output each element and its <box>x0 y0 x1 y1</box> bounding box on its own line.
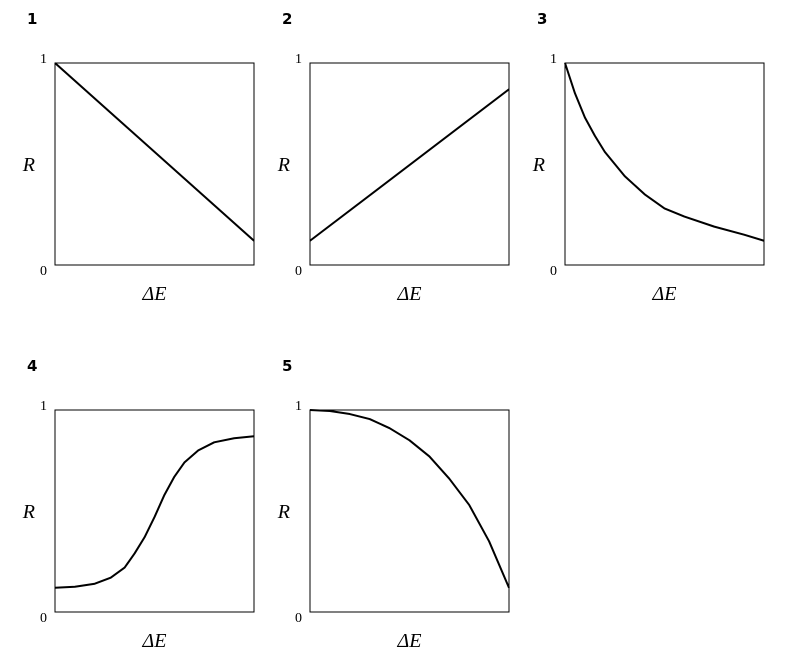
y-tick-label: 0 <box>40 611 47 626</box>
plot-frame <box>54 62 255 266</box>
panel-number: 2 <box>282 10 292 28</box>
panel-number: 3 <box>537 10 547 28</box>
y-axis-label: R <box>277 501 290 523</box>
y-tick-label: 0 <box>295 611 302 626</box>
plot-frame <box>309 409 510 613</box>
panel-number: 5 <box>282 357 292 375</box>
panel-number: 1 <box>27 10 37 28</box>
y-tick-label: 1 <box>295 52 302 67</box>
panel-number: 4 <box>27 357 37 375</box>
y-tick-label: 1 <box>40 52 47 67</box>
y-axis-label: R <box>277 154 290 176</box>
y-axis-label: R <box>22 154 35 176</box>
curve <box>54 435 255 589</box>
y-tick-label: 1 <box>40 399 47 414</box>
y-tick-label: 1 <box>550 52 557 67</box>
curve <box>564 62 765 242</box>
x-axis-label: ΔE <box>142 630 167 652</box>
x-axis-label: ΔE <box>397 283 422 305</box>
y-tick-label: 0 <box>40 264 47 279</box>
plot-frame <box>54 409 255 613</box>
y-tick-label: 0 <box>550 264 557 279</box>
x-axis-label: ΔE <box>397 630 422 652</box>
plot-frame <box>564 62 765 266</box>
x-axis-label: ΔE <box>652 283 677 305</box>
y-tick-label: 1 <box>295 399 302 414</box>
curve <box>309 88 510 242</box>
curve <box>309 409 510 589</box>
y-tick-label: 0 <box>295 264 302 279</box>
y-axis-label: R <box>22 501 35 523</box>
plot-frame <box>309 62 510 266</box>
y-axis-label: R <box>532 154 545 176</box>
curve <box>54 62 255 242</box>
x-axis-label: ΔE <box>142 283 167 305</box>
